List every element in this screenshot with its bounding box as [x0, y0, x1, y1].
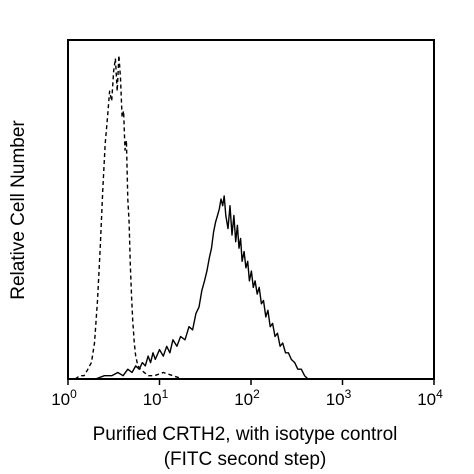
plot-frame	[67, 39, 435, 380]
x-tick-label: 101	[143, 387, 169, 409]
x-tick-label: 100	[51, 387, 77, 409]
x-axis-ticks: 100 101 102 103 104	[51, 379, 443, 409]
x-axis-label-line2: (FITC second step)	[164, 449, 327, 470]
x-axis-label-line1: Purified CRTH2, with isotype control	[93, 424, 398, 445]
histogram-series-dashed	[74, 54, 184, 380]
histogram-series-solid	[95, 195, 309, 380]
x-tick-label: 104	[417, 387, 443, 409]
x-tick-label: 103	[326, 387, 352, 409]
y-axis-label: Relative Cell Number	[8, 120, 29, 300]
x-tick-label: 102	[234, 387, 260, 409]
series-layer	[74, 54, 309, 380]
